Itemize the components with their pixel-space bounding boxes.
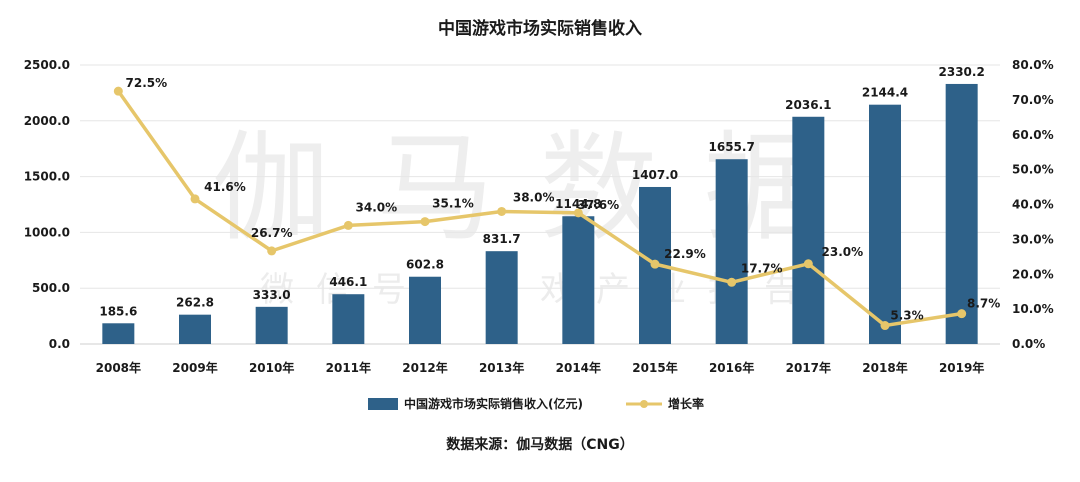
x-tick-label: 2018年 bbox=[862, 360, 907, 375]
y-right-tick-label: 10.0% bbox=[1012, 302, 1054, 316]
y-right-tick-label: 30.0% bbox=[1012, 232, 1054, 246]
bar-value-label: 262.8 bbox=[176, 296, 214, 310]
bar-value-label: 446.1 bbox=[329, 275, 367, 289]
legend-line-marker bbox=[640, 400, 648, 408]
bar-value-label: 2144.4 bbox=[862, 86, 908, 100]
growth-point bbox=[190, 194, 200, 204]
bar bbox=[102, 323, 135, 344]
y-left-tick-label: 2500.0 bbox=[24, 58, 70, 72]
bar bbox=[792, 116, 825, 344]
y-left-tick-label: 1500.0 bbox=[24, 170, 70, 184]
growth-value-label: 17.7% bbox=[741, 261, 783, 275]
x-tick-label: 2009年 bbox=[172, 360, 217, 375]
x-tick-label: 2011年 bbox=[326, 360, 371, 375]
bar bbox=[332, 294, 365, 344]
growth-point bbox=[113, 86, 123, 96]
growth-point bbox=[957, 309, 967, 319]
growth-value-label: 38.0% bbox=[513, 190, 555, 204]
growth-point bbox=[343, 220, 353, 230]
chart-title: 中国游戏市场实际销售收入 bbox=[438, 19, 642, 39]
x-tick-label: 2010年 bbox=[249, 360, 294, 375]
bar-value-label: 2330.2 bbox=[939, 65, 985, 79]
y-left-tick-label: 0.0 bbox=[49, 337, 70, 351]
bar-value-label: 333.0 bbox=[253, 288, 291, 302]
growth-value-label: 34.0% bbox=[356, 200, 398, 214]
growth-value-label: 37.6% bbox=[578, 198, 620, 212]
x-tick-label: 2017年 bbox=[786, 360, 831, 375]
growth-point bbox=[573, 208, 583, 218]
x-tick-label: 2014年 bbox=[556, 360, 601, 375]
growth-value-label: 22.9% bbox=[664, 247, 706, 261]
bar bbox=[562, 216, 595, 344]
x-tick-label: 2012年 bbox=[402, 360, 447, 375]
bar-value-label: 1655.7 bbox=[709, 140, 755, 154]
bar bbox=[409, 276, 441, 344]
y-right-tick-label: 80.0% bbox=[1012, 58, 1054, 72]
growth-value-label: 5.3% bbox=[890, 309, 923, 323]
x-tick-label: 2008年 bbox=[96, 360, 141, 375]
x-tick-label: 2015年 bbox=[632, 360, 677, 375]
bar-value-label: 1144.8 bbox=[555, 197, 601, 211]
x-tick-label: 2019年 bbox=[939, 360, 984, 375]
growth-point bbox=[267, 246, 277, 256]
bar-value-label: 185.6 bbox=[99, 304, 137, 318]
growth-point bbox=[497, 206, 507, 216]
growth-value-label: 72.5% bbox=[126, 76, 168, 90]
y-right-tick-label: 70.0% bbox=[1012, 93, 1054, 107]
bar-value-label: 831.7 bbox=[483, 232, 521, 246]
bar bbox=[715, 159, 748, 344]
bar-value-label: 602.8 bbox=[406, 258, 444, 272]
growth-value-label: 41.6% bbox=[204, 180, 246, 194]
bar bbox=[179, 314, 211, 344]
y-right-tick-label: 50.0% bbox=[1012, 163, 1054, 177]
legend-bar-swatch bbox=[368, 398, 398, 410]
y-left-tick-label: 500.0 bbox=[32, 281, 70, 295]
legend-bar-label: 中国游戏市场实际销售收入(亿元) bbox=[404, 396, 583, 411]
y-right-tick-label: 0.0% bbox=[1012, 337, 1045, 351]
y-left-tick-label: 1000.0 bbox=[24, 225, 70, 239]
legend-line-label: 增长率 bbox=[668, 396, 704, 411]
growth-value-label: 26.7% bbox=[251, 226, 293, 240]
growth-point bbox=[420, 217, 430, 227]
x-tick-label: 2013年 bbox=[479, 360, 524, 375]
growth-point bbox=[650, 259, 660, 269]
growth-point bbox=[727, 277, 737, 287]
bar bbox=[485, 251, 518, 344]
growth-value-label: 8.7% bbox=[967, 297, 1000, 311]
bar-value-label: 1407.0 bbox=[632, 168, 678, 182]
y-left-tick-label: 2000.0 bbox=[24, 114, 70, 128]
growth-value-label: 35.1% bbox=[432, 197, 474, 211]
bar bbox=[869, 104, 901, 344]
growth-point bbox=[803, 259, 813, 269]
bar bbox=[255, 306, 288, 344]
y-right-tick-label: 20.0% bbox=[1012, 267, 1054, 281]
bar bbox=[945, 83, 978, 344]
bar-value-label: 2036.1 bbox=[785, 98, 831, 112]
growth-point bbox=[880, 321, 890, 331]
x-tick-label: 2016年 bbox=[709, 360, 754, 375]
y-right-tick-label: 60.0% bbox=[1012, 128, 1054, 142]
source-note: 数据来源：伽马数据（CNG） bbox=[446, 437, 634, 453]
growth-line bbox=[116, 90, 962, 328]
growth-value-label: 23.0% bbox=[822, 245, 864, 259]
y-right-tick-label: 40.0% bbox=[1012, 198, 1054, 212]
